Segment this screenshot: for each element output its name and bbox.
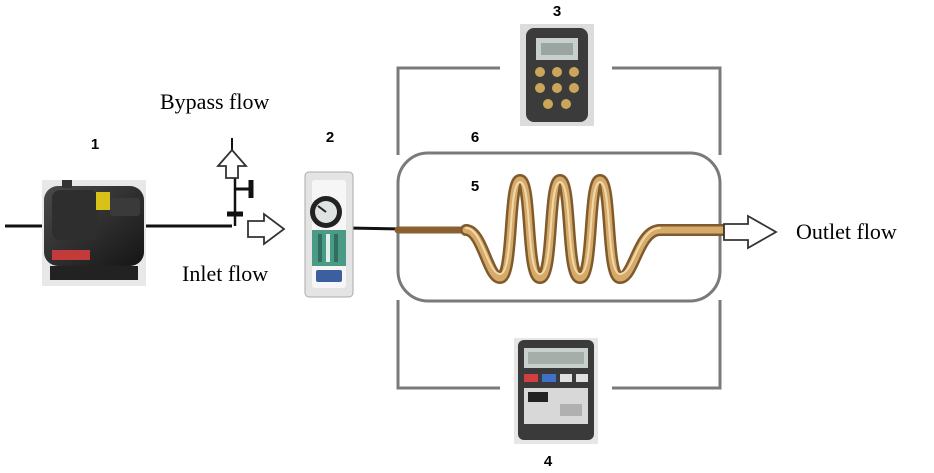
- thermometer-icon: [520, 24, 594, 126]
- inlet-arrow-icon: [247, 212, 286, 246]
- label-2: 2: [326, 129, 334, 146]
- rotameter-icon: [304, 171, 354, 298]
- label-1: 1: [91, 136, 99, 153]
- bypass-arrow-icon: [216, 148, 248, 179]
- coil-icon: [394, 173, 730, 285]
- bypass-valve: [227, 138, 254, 226]
- label-4: 4: [544, 453, 553, 470]
- bypass-flow-label: Bypass flow: [160, 89, 270, 114]
- label-6: 6: [471, 129, 479, 146]
- compressor-icon: [42, 180, 146, 286]
- label-3: 3: [553, 3, 561, 20]
- outlet-arrow-icon: [723, 214, 778, 250]
- inlet-flow-label: Inlet flow: [182, 261, 268, 286]
- outlet-flow-label: Outlet flow: [796, 219, 897, 244]
- label-5: 5: [471, 178, 479, 195]
- power-meter-icon: [514, 338, 598, 444]
- instrument-wiring-frame: [396, 66, 722, 390]
